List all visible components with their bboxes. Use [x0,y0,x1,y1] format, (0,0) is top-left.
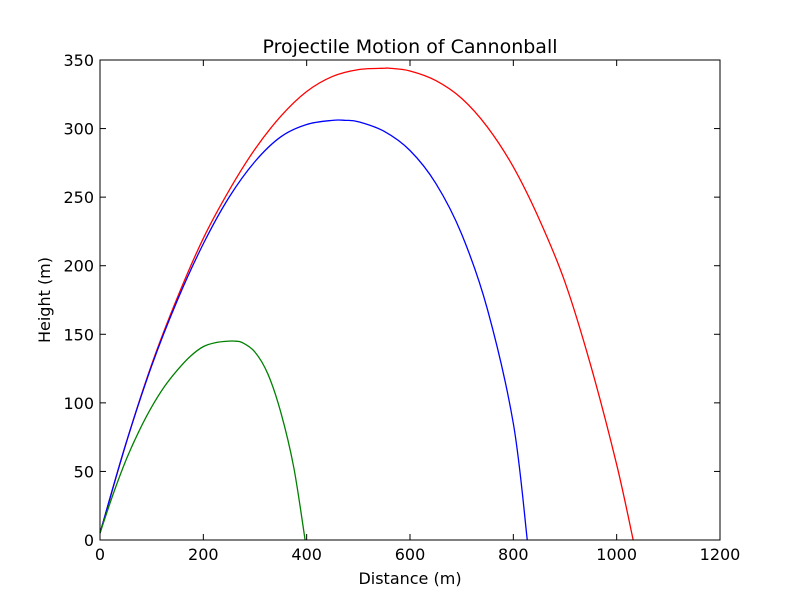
y-tick-label: 0 [84,531,94,550]
y-tick-label: 350 [63,51,94,70]
series-line-3 [99,340,306,541]
y-tick-label: 50 [74,462,94,481]
x-axis-title: Distance (m) [358,569,461,588]
x-tick-label: 400 [291,545,322,564]
y-tick-label: 250 [63,188,94,207]
y-tick-label: 200 [63,257,94,276]
tick-layer: 0 200 400 600 800 1000 1200 0 50 100 150 200 250 300 3… [63,51,740,564]
y-tick-label: 300 [63,120,94,139]
series-line-2 [99,119,528,541]
y-tick-label: 150 [63,325,94,344]
x-tick-label: 200 [188,545,219,564]
plot-frame [99,59,721,541]
plot-area [100,60,720,540]
x-tick-label: 1200 [700,545,741,564]
y-axis-title: Height (m) [35,257,54,343]
chart-title: Projectile Motion of Cannonball [262,36,557,58]
x-tick-label: 600 [395,545,426,564]
series-line-1 [99,67,634,541]
x-tick-label: 800 [498,545,529,564]
series-layer [99,67,634,541]
x-tick-label: 1000 [596,545,637,564]
x-tick-label: 0 [95,545,105,564]
y-tick-label: 100 [63,394,94,413]
